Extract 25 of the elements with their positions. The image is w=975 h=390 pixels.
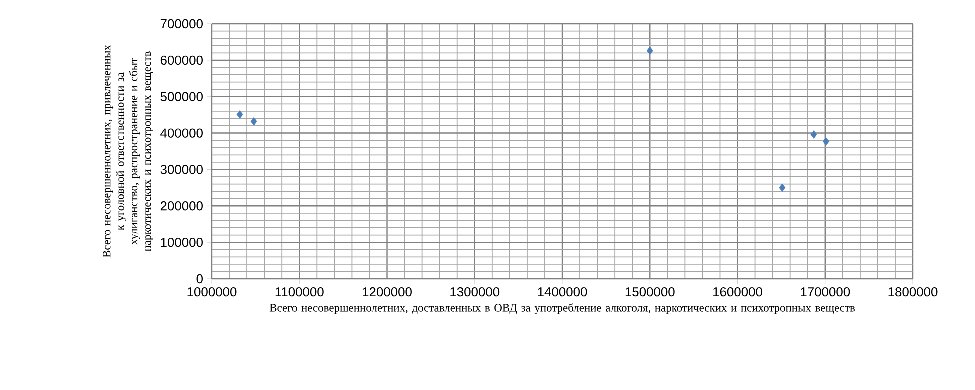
point: [236, 110, 244, 119]
x-tick-label: 1000000: [188, 288, 237, 297]
point: [810, 130, 818, 139]
point: [646, 46, 654, 56]
y-tick-label: 600000: [160, 56, 203, 66]
point: [779, 184, 786, 192]
point: [823, 137, 830, 146]
x-tick-label: 1600000: [714, 288, 762, 297]
y-tick-label: 700000: [160, 19, 203, 29]
y-axis-title: Всего несовершеннолетних, привлеченных к уголовной ответственности за хулиганство, распространение и сбыт наркотических и психотропных веществ: [103, 45, 154, 258]
y-tick-label: 100000: [161, 238, 203, 248]
y-tick-label: 400000: [160, 128, 203, 138]
y-tick-label: 500000: [160, 92, 203, 102]
x-tick-label: 1300000: [450, 288, 500, 297]
x-tick-label: 1200000: [363, 288, 412, 297]
x-tick-label: 1700000: [801, 288, 850, 297]
y-tick-label: 200000: [160, 202, 203, 211]
y-tick-label: 0: [196, 274, 203, 284]
x-axis-title: Всего несовершеннолетних, доставленных в ОВД за употребление алкоголя, наркотических и психотропных веществ: [270, 304, 856, 314]
point: [250, 117, 258, 126]
x-tick-label: 1400000: [538, 288, 588, 297]
x-tick-label: 1100000: [276, 288, 324, 297]
x-tick-label: 1800000: [888, 288, 938, 297]
x-tick-label: 1500000: [626, 288, 675, 297]
y-tick-label: 300000: [160, 165, 203, 174]
